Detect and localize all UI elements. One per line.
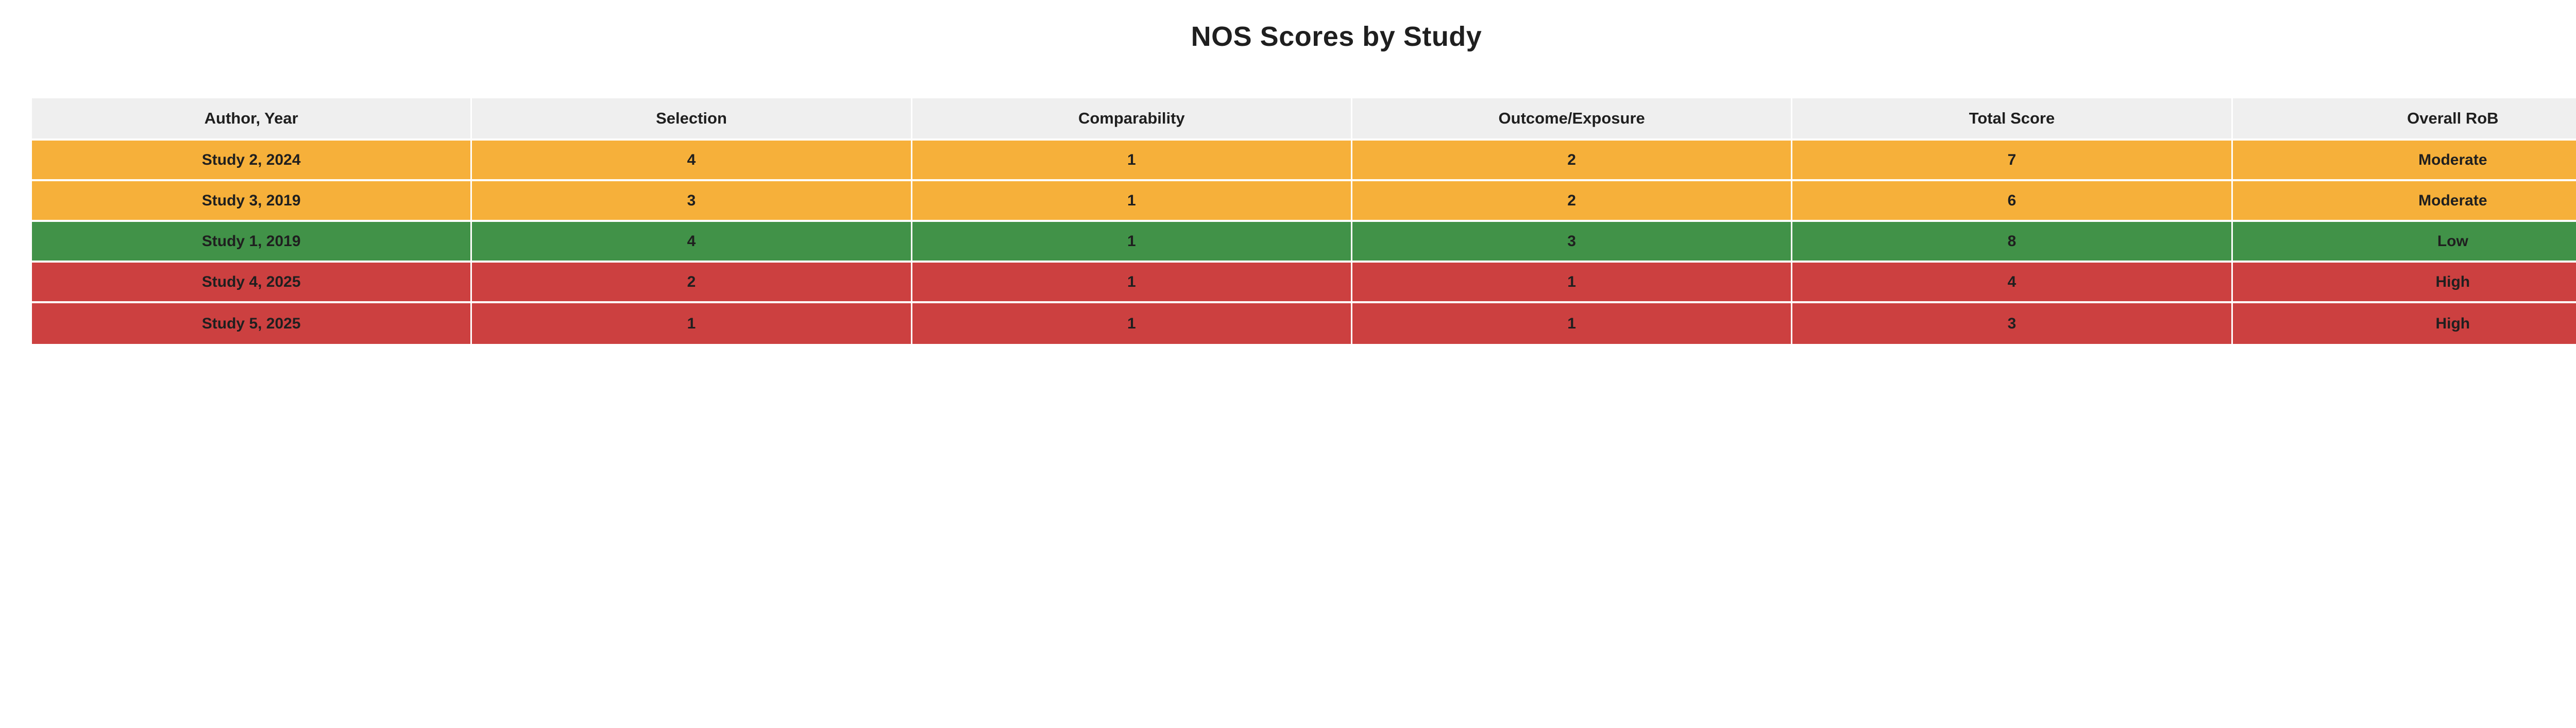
- cell-comparability: 1: [912, 181, 1352, 222]
- cell-overall-rob: High: [2232, 303, 2576, 344]
- cell-total-score: 7: [1792, 141, 2233, 181]
- cell-author-year: Study 3, 2019: [32, 181, 472, 222]
- cell-comparability: 1: [912, 303, 1352, 344]
- table-row: Study 5, 2025 1 1 1 3 High: [32, 303, 2576, 344]
- cell-author-year: Study 5, 2025: [32, 303, 472, 344]
- cell-selection: 4: [472, 222, 912, 263]
- cell-author-year: Study 4, 2025: [32, 263, 472, 303]
- cell-author-year: Study 2, 2024: [32, 141, 472, 181]
- column-header-total-score: Total Score: [1792, 98, 2233, 141]
- cell-outcome-exposure: 3: [1352, 222, 1793, 263]
- cell-comparability: 1: [912, 263, 1352, 303]
- cell-overall-rob: Moderate: [2232, 181, 2576, 222]
- cell-comparability: 1: [912, 222, 1352, 263]
- figure-title: NOS Scores by Study: [1191, 21, 1482, 52]
- table-row: Study 1, 2019 4 1 3 8 Low: [32, 222, 2576, 263]
- cell-outcome-exposure: 2: [1352, 141, 1793, 181]
- table-row: Study 3, 2019 3 1 2 6 Moderate: [32, 181, 2576, 222]
- column-header-comparability: Comparability: [912, 98, 1352, 141]
- cell-overall-rob: High: [2232, 263, 2576, 303]
- cell-total-score: 3: [1792, 303, 2233, 344]
- nos-scores-table: Author, Year Selection Comparability Out…: [32, 98, 2576, 344]
- cell-outcome-exposure: 1: [1352, 263, 1793, 303]
- cell-selection: 2: [472, 263, 912, 303]
- cell-selection: 3: [472, 181, 912, 222]
- cell-selection: 1: [472, 303, 912, 344]
- column-header-author-year: Author, Year: [32, 98, 472, 141]
- table-row: Study 2, 2024 4 1 2 7 Moderate: [32, 141, 2576, 181]
- cell-total-score: 8: [1792, 222, 2233, 263]
- cell-total-score: 4: [1792, 263, 2233, 303]
- column-header-selection: Selection: [472, 98, 912, 141]
- cell-overall-rob: Low: [2232, 222, 2576, 263]
- cell-overall-rob: Moderate: [2232, 141, 2576, 181]
- table-header-row: Author, Year Selection Comparability Out…: [32, 98, 2576, 141]
- column-header-overall-rob: Overall RoB: [2232, 98, 2576, 141]
- table-row: Study 4, 2025 2 1 1 4 High: [32, 263, 2576, 303]
- table-header: Author, Year Selection Comparability Out…: [32, 98, 2576, 141]
- table-body: Study 2, 2024 4 1 2 7 Moderate Study 3, …: [32, 141, 2576, 344]
- column-header-outcome-exposure: Outcome/Exposure: [1352, 98, 1793, 141]
- cell-comparability: 1: [912, 141, 1352, 181]
- cell-author-year: Study 1, 2019: [32, 222, 472, 263]
- cell-outcome-exposure: 1: [1352, 303, 1793, 344]
- cell-total-score: 6: [1792, 181, 2233, 222]
- cell-selection: 4: [472, 141, 912, 181]
- cell-outcome-exposure: 2: [1352, 181, 1793, 222]
